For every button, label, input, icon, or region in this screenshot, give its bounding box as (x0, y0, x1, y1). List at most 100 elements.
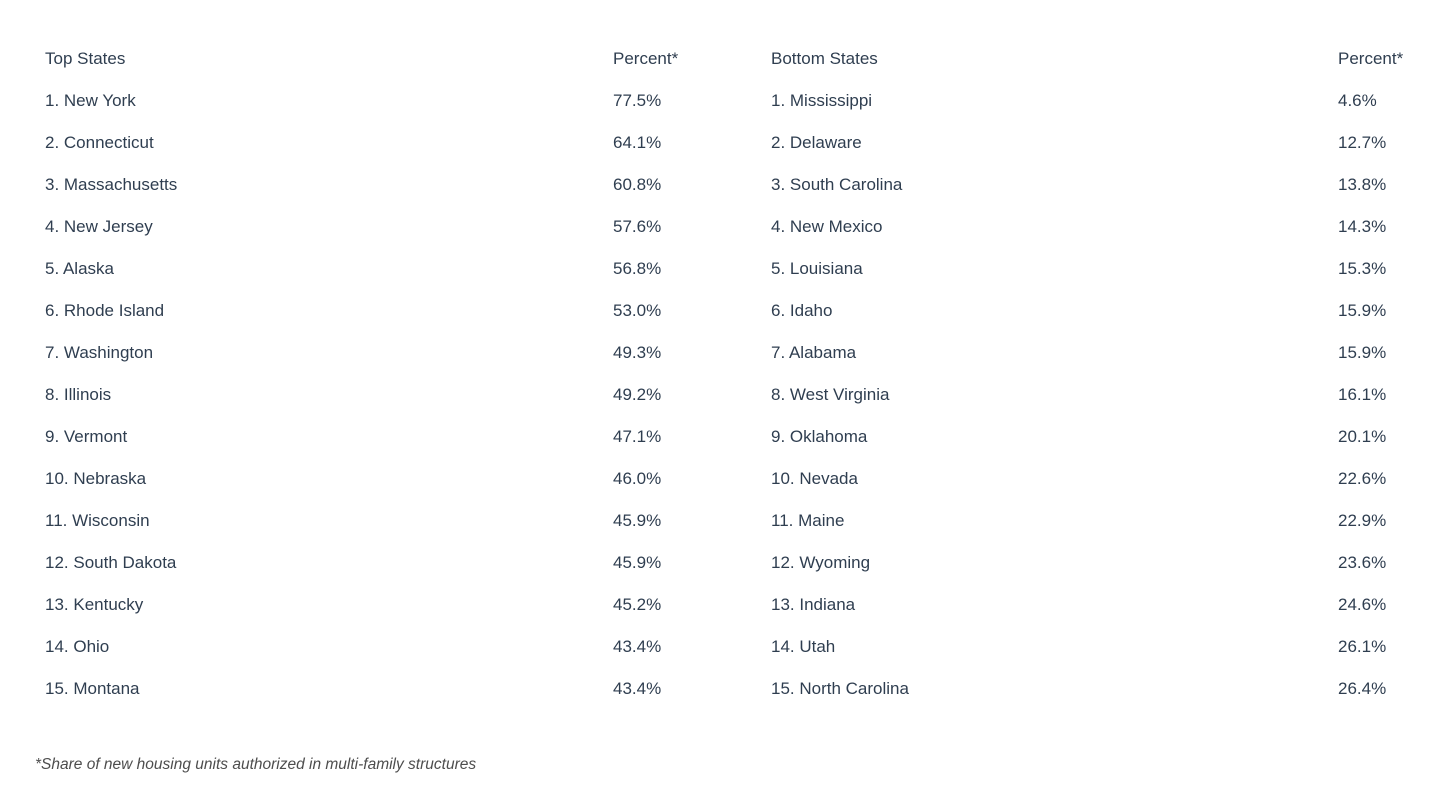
state-label: 15. Montana (45, 679, 140, 698)
table-row: 5. Louisiana 15.3% (771, 248, 1450, 290)
table-row: 12. Wyoming 23.6% (771, 542, 1450, 584)
bottom-states-column-header: Bottom States (771, 49, 878, 68)
table-row: 3. Massachusetts 60.8% (45, 164, 771, 206)
table-row: 5. Alaska 56.8% (45, 248, 771, 290)
table-row: 15. North Carolina 26.4% (771, 668, 1450, 710)
percent-value: 64.1% (613, 133, 662, 152)
table-row: 11. Maine 22.9% (771, 500, 1450, 542)
state-label: 12. South Dakota (45, 553, 177, 572)
bottom-percent-column-header: Percent* (1338, 49, 1404, 68)
percent-value: 13.8% (1338, 175, 1387, 194)
state-label: 5. Alaska (45, 259, 114, 278)
table-columns: Top States Percent* 1. New York 77.5% 2.… (0, 38, 1450, 710)
table-row: 4. New Mexico 14.3% (771, 206, 1450, 248)
percent-value: 53.0% (613, 301, 662, 320)
percent-value: 24.6% (1338, 595, 1387, 614)
state-label: 4. New Jersey (45, 217, 153, 236)
state-label: 2. Delaware (771, 133, 862, 152)
state-label: 7. Alabama (771, 343, 857, 362)
percent-value: 15.9% (1338, 343, 1387, 362)
state-label: 3. Massachusetts (45, 175, 178, 194)
state-label: 7. Washington (45, 343, 154, 362)
top-states-column-header: Top States (45, 49, 126, 68)
table-row: 6. Rhode Island 53.0% (45, 290, 771, 332)
state-label: 11. Maine (771, 511, 845, 530)
table-row: 7. Washington 49.3% (45, 332, 771, 374)
percent-value: 23.6% (1338, 553, 1387, 572)
percent-value: 45.9% (613, 511, 662, 530)
state-label: 11. Wisconsin (45, 511, 150, 530)
table-row: 1. New York 77.5% (45, 80, 771, 122)
percent-value: 47.1% (613, 427, 662, 446)
percent-value: 46.0% (613, 469, 662, 488)
table-row: 13. Indiana 24.6% (771, 584, 1450, 626)
percent-value: 45.2% (613, 595, 662, 614)
table-row: 4. New Jersey 57.6% (45, 206, 771, 248)
percent-value: 4.6% (1338, 91, 1377, 110)
percent-value: 43.4% (613, 637, 662, 656)
state-label: 3. South Carolina (771, 175, 903, 194)
percent-value: 20.1% (1338, 427, 1387, 446)
state-label: 8. Illinois (45, 385, 112, 404)
percent-value: 49.2% (613, 385, 662, 404)
table-row: 15. Montana 43.4% (45, 668, 771, 710)
percent-value: 45.9% (613, 553, 662, 572)
percent-value: 56.8% (613, 259, 662, 278)
table-row: 10. Nebraska 46.0% (45, 458, 771, 500)
percent-value: 43.4% (613, 679, 662, 698)
percent-value: 12.7% (1338, 133, 1387, 152)
table-row: 6. Idaho 15.9% (771, 290, 1450, 332)
state-label: 4. New Mexico (771, 217, 883, 236)
state-label: 10. Nebraska (45, 469, 147, 488)
state-label: 2. Connecticut (45, 133, 154, 152)
percent-value: 16.1% (1338, 385, 1387, 404)
top-states-list: 1. New York 77.5% 2. Connecticut 64.1% 3… (45, 80, 771, 710)
percent-value: 77.5% (613, 91, 662, 110)
percent-value: 57.6% (613, 217, 662, 236)
table-row: 1. Mississippi 4.6% (771, 80, 1450, 122)
bottom-states-list: 1. Mississippi 4.6% 2. Delaware 12.7% 3.… (771, 80, 1450, 710)
state-label: 10. Nevada (771, 469, 858, 488)
table-row: 8. Illinois 49.2% (45, 374, 771, 416)
table-row: 2. Connecticut 64.1% (45, 122, 771, 164)
state-label: 1. New York (45, 91, 136, 110)
state-label: 1. Mississippi (771, 91, 873, 110)
table-row: 3. South Carolina 13.8% (771, 164, 1450, 206)
table-row: 12. South Dakota 45.9% (45, 542, 771, 584)
bottom-states-header-row: Bottom States Percent* (771, 38, 1450, 80)
state-label: 12. Wyoming (771, 553, 871, 572)
table-row: 9. Vermont 47.1% (45, 416, 771, 458)
percent-value: 26.1% (1338, 637, 1387, 656)
percent-value: 14.3% (1338, 217, 1387, 236)
percent-value: 22.9% (1338, 511, 1387, 530)
bottom-states-section: Bottom States Percent* 1. Mississippi 4.… (771, 38, 1450, 710)
state-label: 9. Oklahoma (771, 427, 868, 446)
table-row: 9. Oklahoma 20.1% (771, 416, 1450, 458)
top-states-section: Top States Percent* 1. New York 77.5% 2.… (0, 38, 771, 710)
footnote: *Share of new housing units authorized i… (35, 756, 477, 773)
percent-value: 26.4% (1338, 679, 1387, 698)
percent-value: 15.9% (1338, 301, 1387, 320)
state-label: 6. Rhode Island (45, 301, 165, 320)
state-label: 13. Kentucky (45, 595, 144, 614)
top-percent-column-header: Percent* (613, 49, 679, 68)
table-row: 8. West Virginia 16.1% (771, 374, 1450, 416)
state-label: 6. Idaho (771, 301, 833, 320)
top-states-header-row: Top States Percent* (45, 38, 771, 80)
table-row: 11. Wisconsin 45.9% (45, 500, 771, 542)
percent-value: 22.6% (1338, 469, 1387, 488)
state-label: 15. North Carolina (771, 679, 909, 698)
table-row: 14. Utah 26.1% (771, 626, 1450, 668)
table-row: 10. Nevada 22.6% (771, 458, 1450, 500)
percent-value: 60.8% (613, 175, 662, 194)
percent-value: 15.3% (1338, 259, 1387, 278)
state-label: 14. Ohio (45, 637, 110, 656)
table-row: 14. Ohio 43.4% (45, 626, 771, 668)
table-row: 7. Alabama 15.9% (771, 332, 1450, 374)
state-label: 13. Indiana (771, 595, 856, 614)
table-row: 2. Delaware 12.7% (771, 122, 1450, 164)
state-label: 14. Utah (771, 637, 836, 656)
state-label: 5. Louisiana (771, 259, 863, 278)
percent-value: 49.3% (613, 343, 662, 362)
